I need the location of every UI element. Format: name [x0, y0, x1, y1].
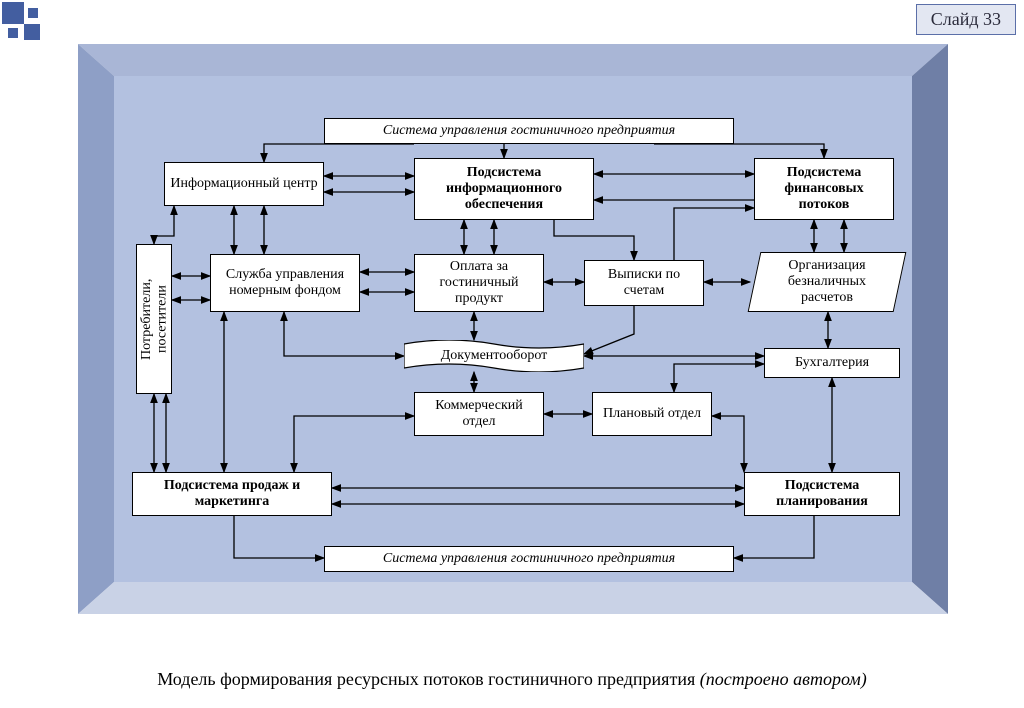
node-statements: Выписки по счетам: [584, 260, 704, 306]
caption-suffix: (построено автором): [700, 669, 867, 689]
edge: [674, 208, 754, 260]
node-sys_bot: Система управления гостиничного предприя…: [324, 546, 734, 572]
node-docflow: Документооборот: [404, 340, 584, 372]
node-sub_sales: Подсистема продаж и маркетинга: [132, 472, 332, 516]
node-payment: Оплата за гостиничный продукт: [414, 254, 544, 312]
slide-number-badge: Слайд 33: [916, 4, 1016, 35]
node-sub_fin: Подсистема финансовых потоков: [754, 158, 894, 220]
node-room_fund: Служба управления номерным фондом: [210, 254, 360, 312]
node-sub_info: Подсистема информационного обеспечения: [414, 158, 594, 220]
edge: [554, 220, 634, 260]
edge: [654, 144, 824, 158]
caption: Модель формирования ресурсных потоков го…: [0, 669, 1024, 690]
node-info_center: Информационный центр: [164, 162, 324, 206]
edge: [264, 144, 414, 162]
node-sub_plan: Подсистема планирования: [744, 472, 900, 516]
corner-decoration: [2, 2, 72, 42]
edge: [712, 416, 744, 472]
edge: [284, 312, 404, 356]
node-sys_top: Система управления гостиничного предприя…: [324, 118, 734, 144]
diagram-canvas: Система управления гостиничного предприя…: [114, 76, 912, 582]
node-consumers: Потребители, посетители: [136, 244, 172, 394]
caption-mid: гостиничного предприятия: [488, 669, 700, 689]
edge: [294, 416, 414, 472]
edge: [234, 516, 324, 558]
slide-number-label: Слайд 33: [931, 9, 1001, 29]
edge: [584, 306, 634, 354]
edge: [154, 206, 174, 244]
node-accounting: Бухгалтерия: [764, 348, 900, 378]
diagram-frame: Система управления гостиничного предприя…: [78, 44, 948, 614]
caption-prefix: Модель формирования ресурсных потоков: [157, 669, 488, 689]
node-commerce: Коммерческий отдел: [414, 392, 544, 436]
edge: [674, 364, 764, 392]
edge: [734, 516, 814, 558]
node-cashless: Организация безналичных расчетов: [748, 252, 907, 312]
node-planning_d: Плановый отдел: [592, 392, 712, 436]
